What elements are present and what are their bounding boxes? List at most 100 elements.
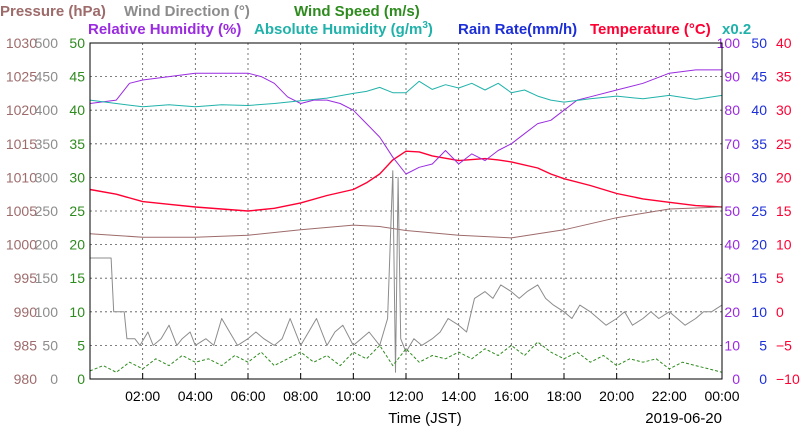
legend-wind-speed: Wind Speed (m/s) [294,3,420,20]
y-tick-label-pressure: 1020 [6,102,37,118]
y-tick-label-pressure: 1000 [6,237,37,253]
y-tick-label-relative-humidity: 0 [732,371,740,387]
y-tick-label-relative-humidity: 100 [717,35,741,51]
y-tick-label-wind-speed: 50 [69,35,85,51]
y-tick-label-rain-rate: 40 [751,102,767,118]
y-tick-label-wind-speed: 20 [69,237,85,253]
y-tick-label-relative-humidity: 80 [724,102,740,118]
y-tick-label-relative-humidity: 40 [724,237,740,253]
y-tick-label-relative-humidity: 60 [724,169,740,185]
legend-absolute-humidity-suffix: ) [428,21,433,38]
series-wind-speed [89,341,723,373]
y-tick-label-temperature: 25 [776,136,792,152]
y-tick-label-rain-rate: 5 [759,337,767,353]
y-tick-label-temperature: −10 [776,371,800,387]
legend-relative-humidity: Relative Humidity (%) [88,21,241,38]
y-tick-label-temperature: 20 [776,169,792,185]
y-tick-label-wind-speed: 0 [77,371,85,387]
grid [90,43,722,379]
y-tick-label-rain-rate: 10 [751,304,767,320]
y-tick-label-wind-direction: 50 [42,337,58,353]
axis-tick-labels: 1030102510201015101010051000995990985980… [6,35,800,387]
y-tick-label-wind-direction: 200 [35,237,59,253]
y-tick-label-wind-direction: 300 [35,169,59,185]
series-wind-direction [90,170,723,373]
legend-temperature: Temperature (°C) [590,21,711,38]
y-tick-label-temperature: 5 [776,270,784,286]
y-tick-label-wind-direction: 350 [35,136,59,152]
y-tick-label-relative-humidity: 50 [724,203,740,219]
x-tick-label: 08:00 [283,388,318,404]
x-tick-label: 14:00 [441,388,476,404]
y-tick-label-wind-direction: 500 [35,35,59,51]
y-tick-label-pressure: 1015 [6,136,37,152]
legend-absolute-humidity: Absolute Humidity (g/m3) [254,20,433,38]
y-tick-label-pressure: 980 [14,371,38,387]
x-axis-ticks: 02:00 04:00 06:00 08:00 10:00 12:00 14:00 16:00… [125,373,740,404]
y-tick-label-wind-direction: 450 [35,69,59,85]
y-tick-label-rain-rate: 20 [751,237,767,253]
y-tick-label-pressure: 995 [14,270,38,286]
y-tick-label-pressure: 990 [14,304,38,320]
legend-absolute-humidity-scale: x0.2 [722,21,751,38]
y-tick-label-pressure: 1025 [6,69,37,85]
x-tick-label: 22:00 [652,388,687,404]
x-tick-label: 02:00 [125,388,160,404]
y-tick-label-temperature: 30 [776,102,792,118]
y-tick-label-relative-humidity: 70 [724,136,740,152]
x-tick-label: 18:00 [546,388,581,404]
series-pressure [89,206,723,239]
y-tick-label-relative-humidity: 10 [724,337,740,353]
y-tick-label-wind-direction: 400 [35,102,59,118]
legend-rain-rate: Rain Rate(mm/h) [458,21,577,38]
y-tick-label-wind-speed: 45 [69,69,85,85]
y-tick-label-rain-rate: 25 [751,203,767,219]
y-tick-label-wind-speed: 35 [69,136,85,152]
x-tick-label: 12:00 [388,388,423,404]
x-tick-label: 04:00 [178,388,213,404]
y-tick-label-rain-rate: 30 [751,169,767,185]
x-tick-label: 16:00 [494,388,529,404]
y-tick-label-temperature: 35 [776,69,792,85]
y-tick-label-wind-speed: 40 [69,102,85,118]
legend-wind-direction: Wind Direction (°) [124,3,250,20]
y-tick-label-relative-humidity: 20 [724,304,740,320]
y-tick-label-temperature: 10 [776,237,792,253]
y-tick-label-pressure: 1030 [6,35,37,51]
y-tick-label-pressure: 1010 [6,169,37,185]
series-temperature [89,150,723,212]
series-relative-humidity [89,69,722,175]
y-tick-label-wind-direction: 250 [35,203,59,219]
y-tick-label-wind-direction: 150 [35,270,59,286]
legend-absolute-humidity-label: Absolute Humidity (g/m [254,21,422,38]
chart-date: 2019-06-20 [645,410,722,427]
y-tick-label-rain-rate: 35 [751,136,767,152]
legend-pressure: Pressure (hPa) [0,3,106,20]
y-tick-label-relative-humidity: 90 [724,69,740,85]
y-tick-label-temperature: −5 [776,337,792,353]
y-tick-label-wind-speed: 10 [69,304,85,320]
x-tick-label: 10:00 [336,388,371,404]
x-tick-label: 06:00 [230,388,265,404]
x-axis-label: Time (JST) [388,410,462,427]
y-tick-label-wind-speed: 15 [69,270,85,286]
series-absolute-humidity [89,80,723,108]
y-tick-label-wind-speed: 5 [77,337,85,353]
y-tick-label-wind-speed: 30 [69,169,85,185]
y-tick-label-pressure: 1005 [6,203,37,219]
y-tick-label-rain-rate: 50 [751,35,767,51]
y-tick-label-pressure: 985 [14,337,38,353]
y-tick-label-rain-rate: 15 [751,270,767,286]
y-tick-label-rain-rate: 0 [759,371,767,387]
y-tick-label-temperature: 15 [776,203,792,219]
y-tick-label-wind-direction: 100 [35,304,59,320]
y-tick-label-temperature: 0 [776,304,784,320]
x-tick-label: 20:00 [599,388,634,404]
y-tick-label-relative-humidity: 30 [724,270,740,286]
y-tick-label-temperature: 40 [776,35,792,51]
legend-absolute-humidity-sup: 3 [422,20,428,31]
y-tick-label-wind-speed: 25 [69,203,85,219]
y-tick-label-wind-direction: 0 [50,371,58,387]
y-tick-label-rain-rate: 45 [751,69,767,85]
